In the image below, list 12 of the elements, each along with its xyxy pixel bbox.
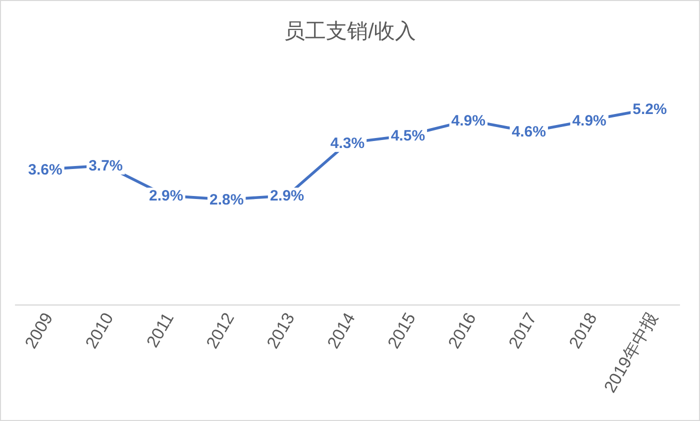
data-label: 2.9% <box>270 188 304 205</box>
data-label: 2.9% <box>149 188 184 205</box>
data-label: 2.8% <box>210 191 244 208</box>
data-label: 4.9% <box>451 112 486 130</box>
data-label: 4.9% <box>572 112 606 130</box>
data-label: 4.5% <box>390 127 426 144</box>
data-label: 5.2% <box>632 101 667 118</box>
data-label: 4.3% <box>330 134 365 152</box>
data-label: 3.6% <box>28 161 62 178</box>
data-label: 4.6% <box>512 124 546 141</box>
data-label: 3.7% <box>88 158 123 175</box>
title: 员工支销/收入 <box>284 20 416 43</box>
